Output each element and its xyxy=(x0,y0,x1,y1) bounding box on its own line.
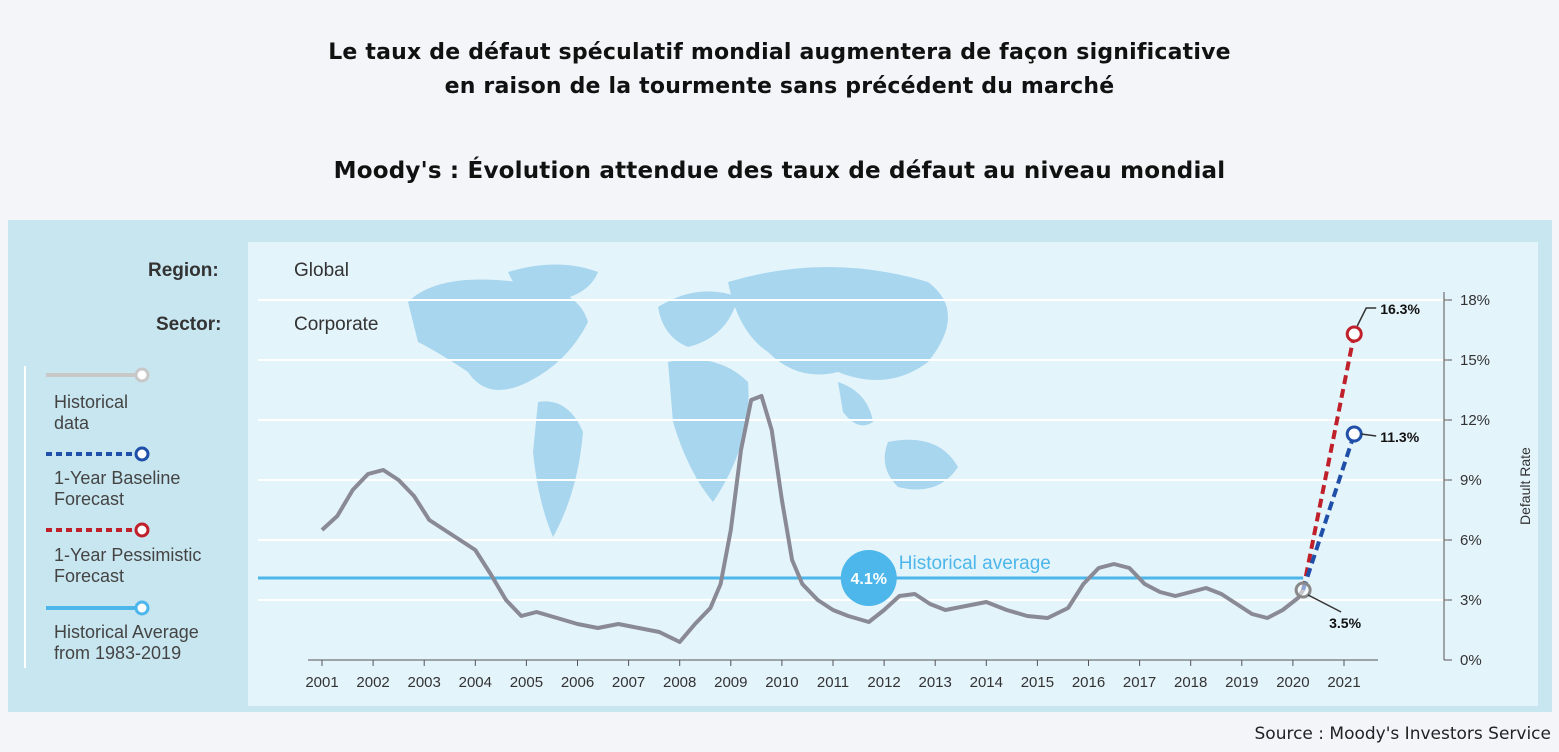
sector-label: Sector: xyxy=(156,314,222,335)
y-tick-label: 12% xyxy=(1460,412,1490,429)
pessimistic-endpoint-marker xyxy=(1345,325,1363,343)
legend-baseline-swatch xyxy=(46,446,150,462)
legend-pessimistic-label: 1-Year Pessimistic Forecast xyxy=(54,545,202,586)
x-tick-label: 2011 xyxy=(817,674,849,691)
x-tick-label: 2012 xyxy=(867,674,900,691)
x-tick-label: 2001 xyxy=(305,674,338,691)
x-tick-label: 2006 xyxy=(561,674,594,691)
x-tick-label: 2017 xyxy=(1123,674,1156,691)
source-note: Source : Moody's Investors Service xyxy=(1254,724,1552,744)
y-tick-label: 18% xyxy=(1460,292,1490,309)
baseline-label-leader xyxy=(1361,433,1377,437)
map-continent xyxy=(533,401,583,537)
x-tick-label: 2015 xyxy=(1021,674,1054,691)
x-tick-label: 2018 xyxy=(1174,674,1207,691)
historical-average-bubble xyxy=(840,550,897,606)
y-axis-label: Default Rate xyxy=(1517,447,1533,525)
map-continent xyxy=(508,264,598,302)
map-continent xyxy=(408,279,588,390)
baseline-forecast-line xyxy=(1301,433,1357,591)
plot-area xyxy=(248,242,1538,706)
x-tick-label: 2013 xyxy=(919,674,952,691)
sector-value: Corporate xyxy=(294,314,379,335)
map-continent xyxy=(658,291,738,347)
x-tick-label: 2020 xyxy=(1276,674,1309,691)
legend-divider xyxy=(24,366,26,668)
y-tick-label: 6% xyxy=(1460,532,1482,549)
historical-data-line xyxy=(320,394,1305,644)
start-point-marker xyxy=(1294,581,1312,599)
map-continent xyxy=(838,382,873,426)
default-rate-chart: 0% 3% 6% 9% 12% 15% 18% Default Rate 2001 2002 200… xyxy=(258,292,1533,691)
map-continent xyxy=(728,267,948,380)
legend-pessimistic-swatch xyxy=(46,522,150,538)
start-label-leader xyxy=(1307,594,1342,613)
historical-average-label: Historical average xyxy=(899,553,1051,574)
x-tick-label: 2007 xyxy=(612,674,645,691)
x-tick-label: 2008 xyxy=(663,674,696,691)
x-tick-label: 2004 xyxy=(459,674,492,691)
legend-historical-swatch xyxy=(46,367,150,383)
y-tick-label: 3% xyxy=(1460,592,1482,609)
x-tick-label: 2021 xyxy=(1327,674,1360,691)
historical-average-value: 4.1% xyxy=(851,571,887,588)
pessimistic-forecast-line xyxy=(1301,333,1357,591)
y-tick-label: 0% xyxy=(1460,652,1482,669)
legend-average-swatch xyxy=(46,600,150,616)
baseline-endpoint-marker xyxy=(1345,425,1363,443)
x-tick-label: 2002 xyxy=(356,674,389,691)
chart-subtitle: Moody's : Évolution attendue des taux de… xyxy=(333,158,1226,184)
world-map-background xyxy=(408,264,958,537)
map-continent xyxy=(884,439,958,490)
x-tick-label: 2005 xyxy=(510,674,543,691)
x-tick-label: 2016 xyxy=(1072,674,1105,691)
legend-baseline-label: 1-Year Baseline Forecast xyxy=(54,468,181,509)
x-tick-label: 2019 xyxy=(1225,674,1258,691)
x-tick-label: 2003 xyxy=(408,674,441,691)
x-tick-label: 2014 xyxy=(970,674,1003,691)
legend-average-label: Historical Average from 1983-2019 xyxy=(54,622,199,663)
x-tick-label: 2009 xyxy=(714,674,747,691)
legend-historical-label: Historical data xyxy=(54,392,129,433)
y-tick-label: 9% xyxy=(1460,472,1482,489)
map-continent xyxy=(668,359,749,502)
baseline-value-label: 11.3% xyxy=(1380,429,1419,445)
chart-title-line1: Le taux de défaut spéculatif mondial aug… xyxy=(328,40,1231,65)
x-tick-label: 2010 xyxy=(765,674,798,691)
region-value: Global xyxy=(294,260,349,281)
chart-title-line2: en raison de la tourmente sans précédent… xyxy=(444,74,1115,99)
y-tick-label: 15% xyxy=(1460,352,1490,369)
start-value-label: 3.5% xyxy=(1329,615,1361,631)
chart-panel: 0% 3% 6% 9% 12% 15% 18% Default Rate 2001 2002 200… xyxy=(8,220,1552,712)
region-label: Region: xyxy=(148,260,219,281)
pessimistic-value-label: 16.3% xyxy=(1380,301,1420,317)
pessimistic-label-leader xyxy=(1356,307,1377,327)
